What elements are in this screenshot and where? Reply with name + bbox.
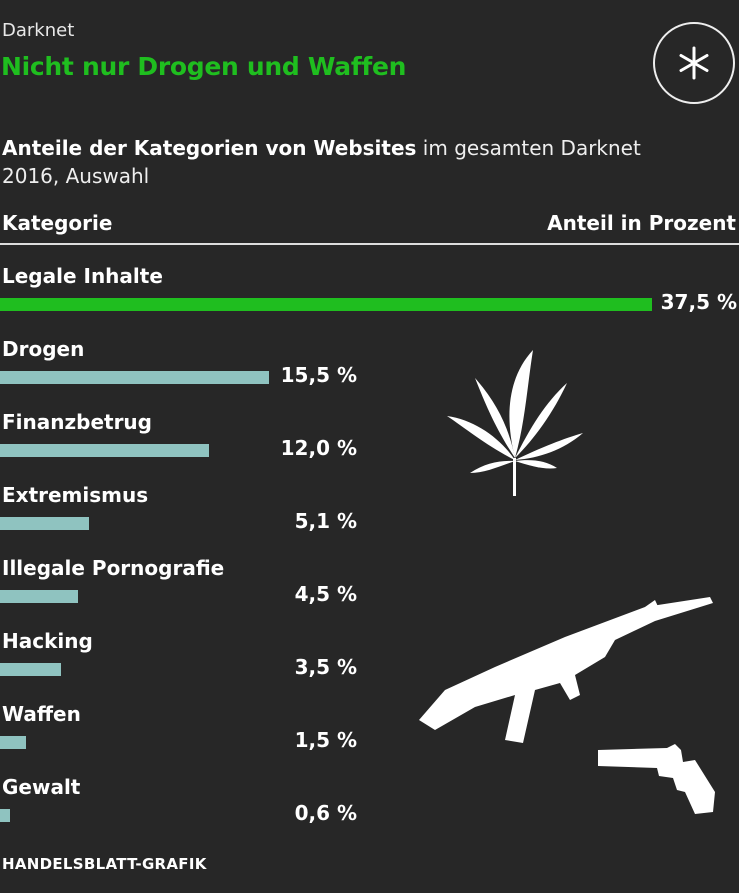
header-divider	[0, 243, 739, 245]
category-label: Waffen	[2, 702, 81, 726]
bar-gewalt	[0, 809, 11, 822]
category-label: Hacking	[2, 629, 93, 653]
category-label: Illegale Pornografie	[2, 556, 225, 580]
asterisk-circle-icon	[653, 22, 735, 104]
bar-extremismus	[0, 517, 89, 530]
kicker: Darknet	[2, 20, 75, 41]
value-label: 4,5 %	[294, 582, 357, 606]
bar-waffen	[0, 736, 27, 749]
value-label: 5,1 %	[294, 509, 357, 533]
bar-hacking	[0, 663, 61, 676]
rifle-icon	[419, 597, 713, 743]
bar-illegale-pornografie	[0, 590, 79, 603]
subtitle-regular: im gesamten Darknet 2016, Auswahl	[2, 136, 641, 188]
value-label: 15,5 %	[280, 363, 357, 387]
value-label: 0,6 %	[294, 801, 357, 825]
category-label: Drogen	[2, 337, 85, 361]
cannabis-leaf-icon	[447, 350, 583, 496]
value-label: 37,5 %	[660, 290, 737, 314]
value-label: 3,5 %	[294, 655, 357, 679]
category-label: Extremismus	[2, 483, 149, 507]
chart-title: Nicht nur Drogen und Waffen	[1, 52, 407, 81]
chart-subtitle: Anteile der Kategorien von Websites im g…	[2, 134, 682, 190]
bar-legale-inhalte	[0, 298, 652, 311]
value-label: 1,5 %	[294, 728, 357, 752]
category-label: Gewalt	[2, 775, 81, 799]
revolver-icon	[598, 744, 715, 814]
column-header-share: Anteil in Prozent	[547, 211, 736, 235]
source-credit: HANDELSBLATT-GRAFIK	[2, 855, 207, 873]
column-header-category: Kategorie	[2, 211, 113, 235]
value-label: 12,0 %	[280, 436, 357, 460]
subtitle-bold: Anteile der Kategorien von Websites	[2, 136, 417, 160]
category-label: Legale Inhalte	[2, 264, 163, 288]
bar-finanzbetrug	[0, 444, 209, 457]
category-label: Finanzbetrug	[2, 410, 152, 434]
bar-drogen	[0, 371, 270, 384]
